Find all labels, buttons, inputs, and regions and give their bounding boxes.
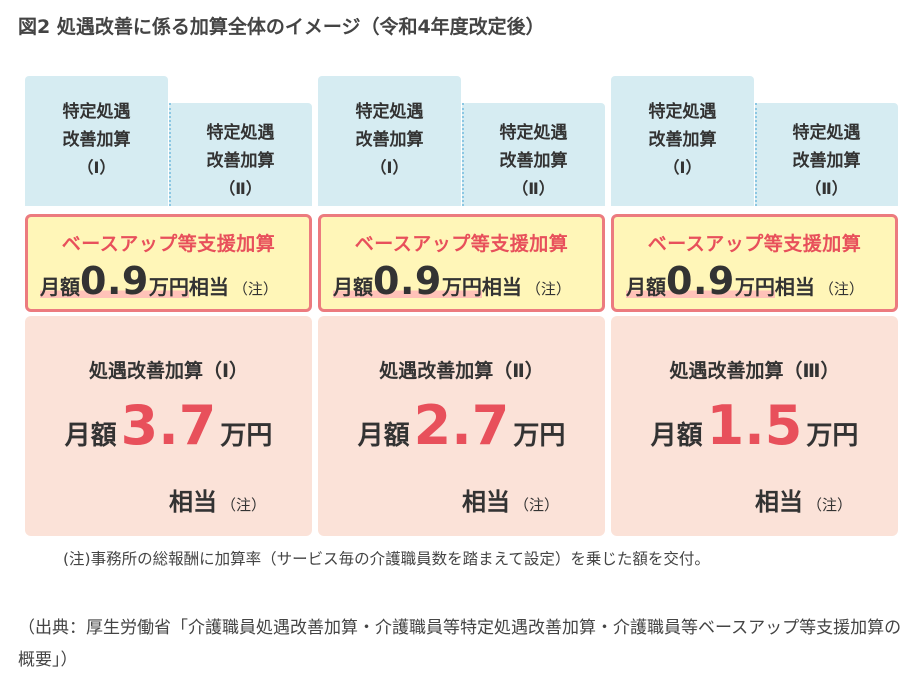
kaizen-suffix-line: 相当 （注）: [755, 482, 852, 517]
tab-sub-line: （Ⅱ）: [512, 179, 555, 198]
baseup-value: 0.9: [373, 259, 442, 303]
kaizen-unit: 万円: [220, 421, 273, 451]
baseup-prefix: 月額: [626, 275, 666, 299]
kaizen-note: （注）: [220, 496, 266, 514]
baseup-box: ベースアップ等支援加算 月額0.9万円相当 （注）: [318, 214, 605, 312]
baseup-note: （注）: [525, 280, 571, 298]
baseup-note: （注）: [232, 280, 278, 298]
kaizen-amount: 月額3.7 万円: [25, 394, 312, 457]
baseup-title: ベースアップ等支援加算: [61, 233, 276, 255]
baseup-unit: 万円: [441, 275, 482, 299]
kaizen-value: 1.5: [706, 394, 803, 457]
baseup-suffix: 相当: [774, 275, 815, 299]
tab-main-line: 特定処遇: [62, 102, 131, 122]
baseup-value: 0.9: [80, 259, 149, 303]
kaizen-prefix: 月額: [650, 421, 703, 451]
kaizen-amount: 月額2.7 万円: [318, 394, 605, 457]
dotted-divider: [755, 103, 757, 206]
kaizen-value: 3.7: [120, 394, 217, 457]
tokutei-2-box: 特定処遇 改善加算 （Ⅱ）: [169, 103, 312, 206]
tab-sub-line: 改善加算: [499, 151, 568, 171]
baseup-amount: 月額0.9万円相当 （注）: [626, 259, 864, 303]
tab-main-line: 改善加算: [62, 130, 131, 150]
kaizen-box: 処遇改善加算（Ⅰ） 月額3.7 万円 相当 （注）: [25, 316, 312, 536]
kaizen-suffix: 相当: [168, 488, 217, 516]
kaizen-note: （注）: [806, 496, 852, 514]
tab-sub-line: 特定処遇: [499, 123, 568, 143]
baseup-prefix: 月額: [333, 275, 373, 299]
dotted-divider: [169, 103, 171, 206]
kaizen-unit: 万円: [806, 421, 859, 451]
kaizen-unit: 万円: [513, 421, 566, 451]
column-1: 特定処遇 改善加算 （Ⅰ） 特定処遇 改善加算 （Ⅱ） ベースアップ等支援加算 …: [25, 76, 312, 536]
kaizen-amount: 月額1.5 万円: [611, 394, 898, 457]
baseup-prefix: 月額: [40, 275, 80, 299]
kaizen-prefix: 月額: [64, 421, 117, 451]
column-3: 特定処遇 改善加算 （Ⅰ） 特定処遇 改善加算 （Ⅱ） ベースアップ等支援加算 …: [611, 76, 898, 536]
baseup-suffix: 相当: [188, 275, 229, 299]
kaizen-prefix: 月額: [357, 421, 410, 451]
baseup-unit: 万円: [148, 275, 189, 299]
baseup-note: （注）: [818, 280, 864, 298]
baseup-title: ベースアップ等支援加算: [647, 233, 862, 255]
kaizen-title: 処遇改善加算（Ⅰ）: [88, 360, 249, 382]
source-citation: （出典：厚生労働省「介護職員処遇改善加算・介護職員等特定処遇改善加算・介護職員等…: [18, 618, 902, 670]
kaizen-box: 処遇改善加算（Ⅲ） 月額1.5 万円 相当 （注）: [611, 316, 898, 536]
baseup-amount: 月額0.9万円相当 （注）: [333, 259, 571, 303]
kaizen-value: 2.7: [413, 394, 510, 457]
kaizen-suffix: 相当: [754, 488, 803, 516]
kaizen-suffix-line: 相当 （注）: [462, 482, 559, 517]
tokutei-1-box: 特定処遇 改善加算 （Ⅰ）: [611, 76, 754, 206]
baseup-box: ベースアップ等支援加算 月額0.9万円相当 （注）: [611, 214, 898, 312]
kaizen-title: 処遇改善加算（Ⅲ）: [669, 360, 840, 382]
tokutei-2-box: 特定処遇 改善加算 （Ⅱ）: [755, 103, 898, 206]
tab-sub-line: （Ⅱ）: [219, 179, 262, 198]
kaizen-suffix-line: 相当 （注）: [169, 482, 266, 517]
tab-sub-line: 特定処遇: [206, 123, 275, 143]
tab-main-line: （Ⅰ）: [77, 158, 116, 177]
tab-main-line: 特定処遇: [355, 102, 424, 122]
tab-sub-line: 改善加算: [792, 151, 861, 171]
tab-sub-line: 改善加算: [206, 151, 275, 171]
tab-main-line: 特定処遇: [648, 102, 717, 122]
tokutei-2-box: 特定処遇 改善加算 （Ⅱ）: [462, 103, 605, 206]
baseup-amount: 月額0.9万円相当 （注）: [40, 259, 278, 303]
kaizen-title: 処遇改善加算（Ⅱ）: [379, 360, 544, 382]
kaizen-box: 処遇改善加算（Ⅱ） 月額2.7 万円 相当 （注）: [318, 316, 605, 536]
tab-main-line: 改善加算: [648, 130, 717, 150]
baseup-box: ベースアップ等支援加算 月額0.9万円相当 （注）: [25, 214, 312, 312]
tab-sub-line: （Ⅱ）: [805, 179, 848, 198]
tab-main-line: 改善加算: [355, 130, 424, 150]
dotted-divider: [462, 103, 464, 206]
footnote: (注)事務所の総報酬に加算率（サービス毎の介護職員数を踏まえて設定）を乗じた額を…: [63, 550, 710, 568]
baseup-suffix: 相当: [481, 275, 522, 299]
kaizen-note: （注）: [513, 496, 559, 514]
baseup-value: 0.9: [666, 259, 735, 303]
tab-sub-line: 特定処遇: [792, 123, 861, 143]
baseup-title: ベースアップ等支援加算: [354, 233, 569, 255]
baseup-unit: 万円: [734, 275, 775, 299]
tokutei-1-box: 特定処遇 改善加算 （Ⅰ）: [25, 76, 168, 206]
tokutei-1-box: 特定処遇 改善加算 （Ⅰ）: [318, 76, 461, 206]
kaizen-suffix: 相当: [461, 488, 510, 516]
figure-title: 図2 処遇改善に係る加算全体のイメージ（令和4年度改定後）: [18, 16, 545, 38]
tab-main-line: （Ⅰ）: [370, 158, 409, 177]
column-2: 特定処遇 改善加算 （Ⅰ） 特定処遇 改善加算 （Ⅱ） ベースアップ等支援加算 …: [318, 76, 605, 536]
tab-main-line: （Ⅰ）: [663, 158, 702, 177]
